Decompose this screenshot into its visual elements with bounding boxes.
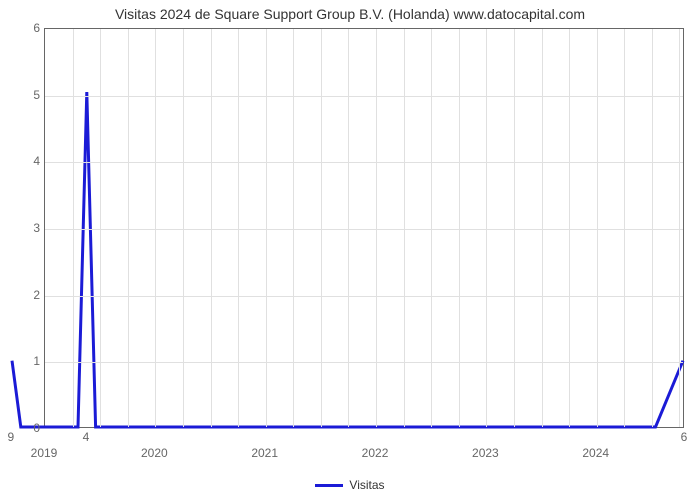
x-tick-label: 2021 — [251, 446, 278, 460]
y-tick-label: 3 — [10, 221, 40, 235]
grid-line-h — [45, 229, 683, 230]
grid-line-v — [376, 29, 377, 427]
grid-line-v-minor — [128, 29, 129, 427]
grid-line-h — [45, 362, 683, 363]
grid-line-v-minor — [679, 29, 680, 427]
x-tick-label: 2020 — [141, 446, 168, 460]
grid-line-v-minor — [238, 29, 239, 427]
plot-area — [44, 28, 684, 428]
grid-line-v-minor — [293, 29, 294, 427]
grid-line-v-minor — [100, 29, 101, 427]
legend-swatch — [315, 484, 343, 487]
x-tick-label: 2024 — [582, 446, 609, 460]
grid-line-v-minor — [348, 29, 349, 427]
legend-label: Visitas — [349, 478, 384, 492]
grid-line-v — [486, 29, 487, 427]
grid-line-v-minor — [183, 29, 184, 427]
y-tick-label: 4 — [10, 154, 40, 168]
y-tick-label: 5 — [10, 88, 40, 102]
grid-line-v-minor — [404, 29, 405, 427]
grid-line-h — [45, 162, 683, 163]
grid-line-h — [45, 296, 683, 297]
grid-line-v-minor — [652, 29, 653, 427]
grid-line-v-minor — [73, 29, 74, 427]
x-tick-label: 2019 — [31, 446, 58, 460]
chart-title: Visitas 2024 de Square Support Group B.V… — [0, 6, 700, 22]
grid-line-h — [45, 96, 683, 97]
y-tick-label: 1 — [10, 354, 40, 368]
grid-line-v-minor — [514, 29, 515, 427]
grid-line-v-minor — [431, 29, 432, 427]
y-tick-label: 2 — [10, 288, 40, 302]
y-tick-label: 6 — [10, 21, 40, 35]
data-label: 6 — [681, 430, 688, 444]
grid-line-v — [597, 29, 598, 427]
grid-line-v-minor — [321, 29, 322, 427]
series-line — [45, 29, 683, 427]
grid-line-v-minor — [569, 29, 570, 427]
grid-line-v — [155, 29, 156, 427]
x-tick-label: 2023 — [472, 446, 499, 460]
grid-line-v-minor — [542, 29, 543, 427]
grid-line-v-minor — [459, 29, 460, 427]
grid-line-v-minor — [624, 29, 625, 427]
grid-line-v — [266, 29, 267, 427]
chart-container: Visitas 2024 de Square Support Group B.V… — [0, 0, 700, 500]
data-label: 4 — [83, 430, 90, 444]
x-tick-label: 2022 — [362, 446, 389, 460]
legend: Visitas — [0, 478, 700, 492]
grid-line-v-minor — [211, 29, 212, 427]
data-label: 9 — [8, 430, 15, 444]
